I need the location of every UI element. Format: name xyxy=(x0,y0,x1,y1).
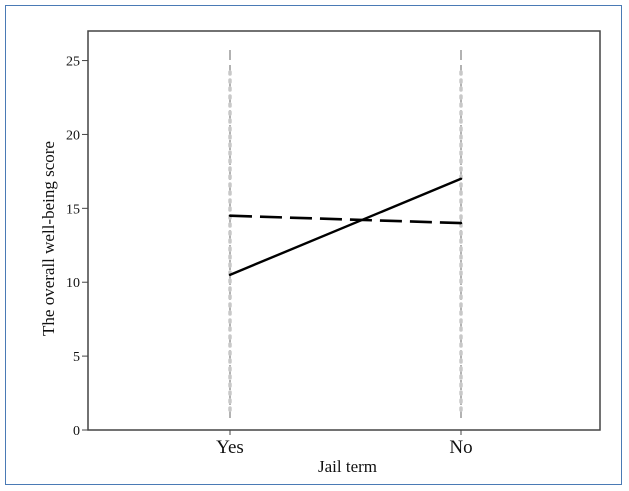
x-tick-label-yes: Yes xyxy=(216,437,244,458)
y-tick-label: 25 xyxy=(66,55,80,70)
data-point xyxy=(459,221,463,225)
data-point xyxy=(228,214,232,217)
y-tick-label: 0 xyxy=(73,424,80,439)
x-axis: Yes No xyxy=(216,430,473,458)
category-guides xyxy=(228,50,463,418)
series-line-dashed xyxy=(229,214,462,225)
y-tick-label: 5 xyxy=(73,350,80,365)
y-tick-label: 10 xyxy=(66,276,80,291)
y-tick-label: 20 xyxy=(66,128,80,143)
x-tick-label-no: No xyxy=(449,437,472,458)
x-axis-title: Jail term xyxy=(318,457,377,476)
y-tick-label: 15 xyxy=(66,202,80,217)
series-group xyxy=(228,177,463,277)
y-axis-title: The overall well-being score xyxy=(39,141,58,336)
data-point xyxy=(228,273,232,277)
data-point xyxy=(459,177,463,180)
chart-frame xyxy=(5,5,622,485)
series-line-solid xyxy=(229,177,462,276)
plot-area xyxy=(87,30,601,431)
y-axis: 0 5 10 15 20 25 xyxy=(66,55,88,439)
